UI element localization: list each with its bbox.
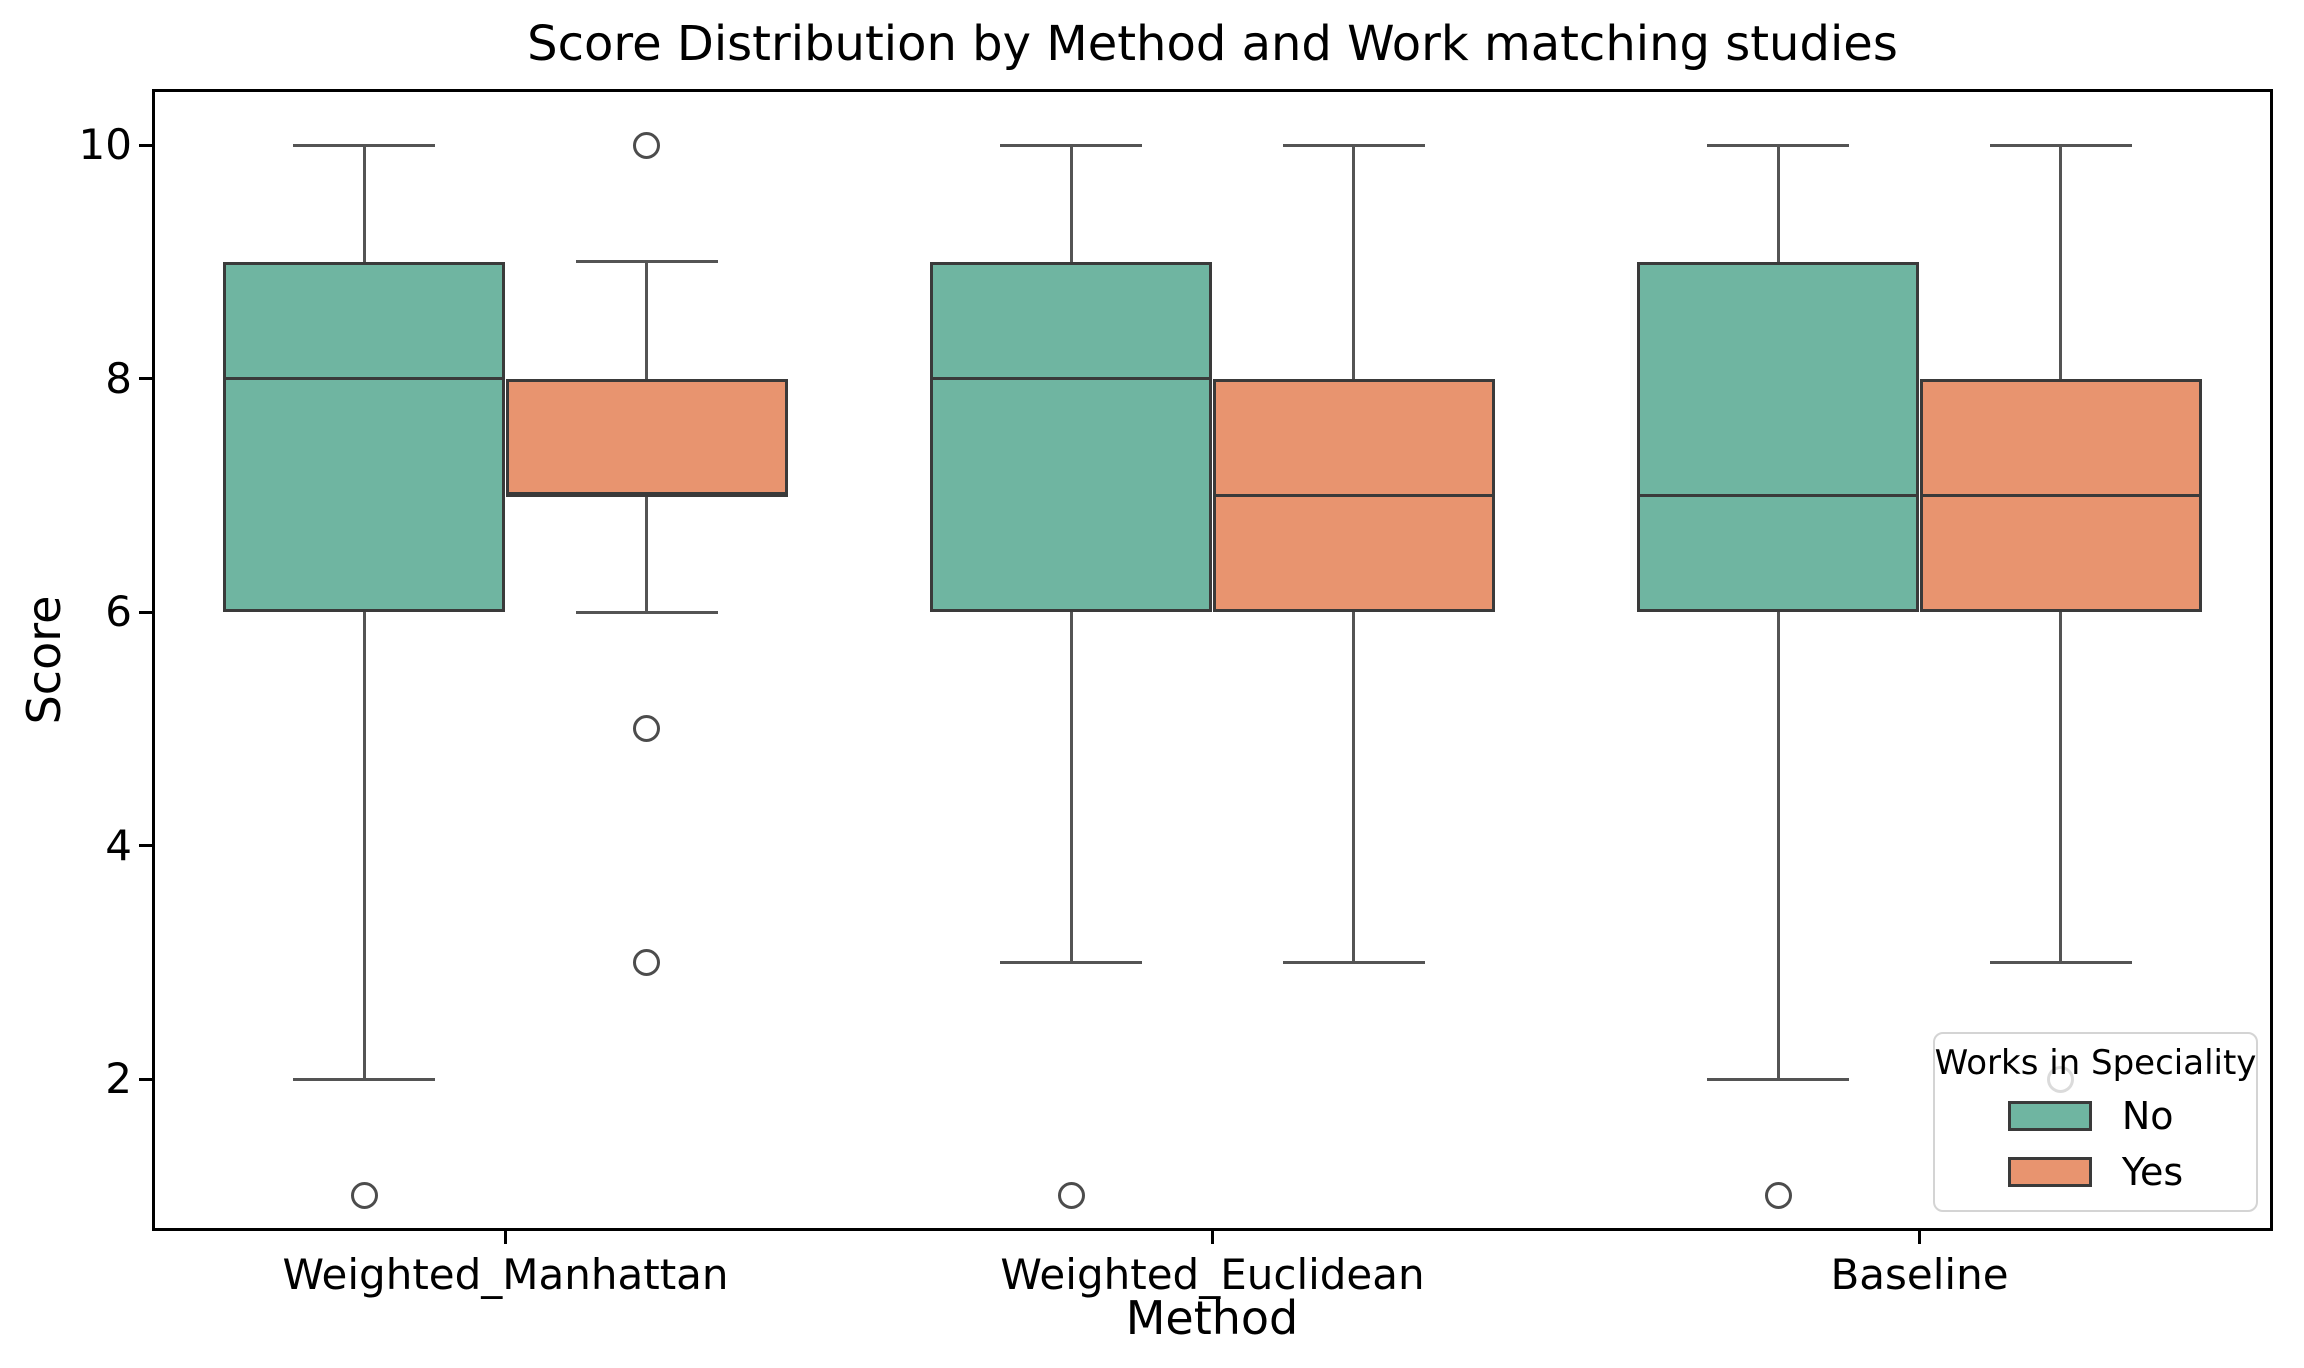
y-tick-label: 6: [105, 587, 132, 637]
whisker-cap-low-no-weighted_euclidean: [1000, 960, 1142, 964]
legend: Works in Speciality No Yes: [1933, 1032, 2258, 1212]
y-tick-label: 4: [105, 820, 132, 870]
plot-area: [152, 89, 2273, 1231]
x-tick-label: Weighted_Euclidean: [1000, 1250, 1425, 1299]
median-yes-weighted_manhattan: [505, 493, 789, 497]
whisker-cap-low-yes-baseline: [1990, 960, 2132, 964]
outlier-yes-weighted_manhattan-10: [633, 131, 661, 159]
whisker-cap-high-no-baseline: [1707, 143, 1849, 147]
box-yes-weighted_manhattan: [505, 378, 789, 496]
legend-swatch-yes: [2007, 1157, 2092, 1187]
whisker-upper-yes-weighted_manhattan: [645, 261, 649, 379]
y-tick-label: 8: [105, 353, 132, 403]
whisker-cap-high-yes-baseline: [1990, 143, 2132, 147]
median-yes-weighted_euclidean: [1212, 493, 1496, 497]
legend-title: Works in Speciality: [1934, 1043, 2257, 1083]
x-tick: [1211, 1231, 1214, 1244]
legend-entry-yes: Yes: [2007, 1150, 2184, 1194]
box-no-baseline: [1636, 261, 1920, 613]
x-tick-label: Baseline: [1830, 1250, 2009, 1299]
whisker-lower-yes-weighted_manhattan: [645, 495, 649, 613]
legend-entry-no: No: [2007, 1094, 2183, 1138]
y-tick: [139, 1077, 152, 1081]
whisker-upper-no-weighted_euclidean: [1069, 145, 1073, 262]
outlier-yes-weighted_manhattan-5: [633, 715, 661, 743]
box-no-weighted_manhattan: [222, 261, 506, 613]
whisker-cap-high-yes-weighted_manhattan: [576, 260, 718, 264]
whisker-upper-no-baseline: [1776, 145, 1780, 262]
y-tick: [139, 610, 152, 614]
whisker-lower-yes-baseline: [2059, 612, 2063, 963]
legend-label-no: No: [2121, 1094, 2174, 1138]
whisker-upper-yes-weighted_euclidean: [1352, 145, 1356, 379]
outlier-yes-weighted_manhattan-3: [633, 948, 661, 976]
y-tick: [139, 143, 152, 147]
whisker-lower-no-baseline: [1776, 612, 1780, 1080]
y-tick: [139, 844, 152, 848]
whisker-cap-high-no-weighted_euclidean: [1000, 143, 1142, 147]
whisker-cap-low-no-baseline: [1707, 1077, 1849, 1081]
x-tick: [504, 1231, 507, 1244]
y-tick: [139, 377, 152, 381]
outlier-no-weighted_manhattan-1: [350, 1182, 378, 1210]
whisker-lower-no-weighted_manhattan: [362, 612, 366, 1080]
whisker-cap-low-yes-weighted_manhattan: [576, 610, 718, 614]
whisker-cap-high-yes-weighted_euclidean: [1283, 143, 1425, 147]
outlier-no-weighted_euclidean-1: [1057, 1182, 1085, 1210]
y-tick-label: 2: [105, 1054, 132, 1104]
median-no-weighted_manhattan: [222, 377, 506, 381]
whisker-cap-low-yes-weighted_euclidean: [1283, 960, 1425, 964]
x-tick-label: Weighted_Manhattan: [282, 1250, 729, 1299]
box-no-weighted_euclidean: [929, 261, 1213, 613]
legend-rows: No Yes: [2007, 1094, 2184, 1194]
whisker-cap-low-no-weighted_manhattan: [293, 1077, 435, 1081]
y-tick-label: 10: [78, 120, 132, 170]
x-tick: [1918, 1231, 1921, 1244]
whisker-lower-yes-weighted_euclidean: [1352, 612, 1356, 963]
legend-swatch-no: [2007, 1101, 2092, 1131]
chart-title: Score Distribution by Method and Work ma…: [527, 16, 1898, 72]
x-axis-label: Method: [1125, 1291, 1299, 1345]
median-no-weighted_euclidean: [929, 377, 1213, 381]
median-yes-baseline: [1919, 493, 2203, 497]
whisker-lower-no-weighted_euclidean: [1069, 612, 1073, 963]
median-no-baseline: [1636, 493, 1920, 497]
legend-label-yes: Yes: [2121, 1150, 2184, 1194]
whisker-upper-yes-baseline: [2059, 145, 2063, 379]
whisker-upper-no-weighted_manhattan: [362, 145, 366, 262]
whisker-cap-high-no-weighted_manhattan: [293, 143, 435, 147]
outlier-no-baseline-1: [1764, 1182, 1792, 1210]
